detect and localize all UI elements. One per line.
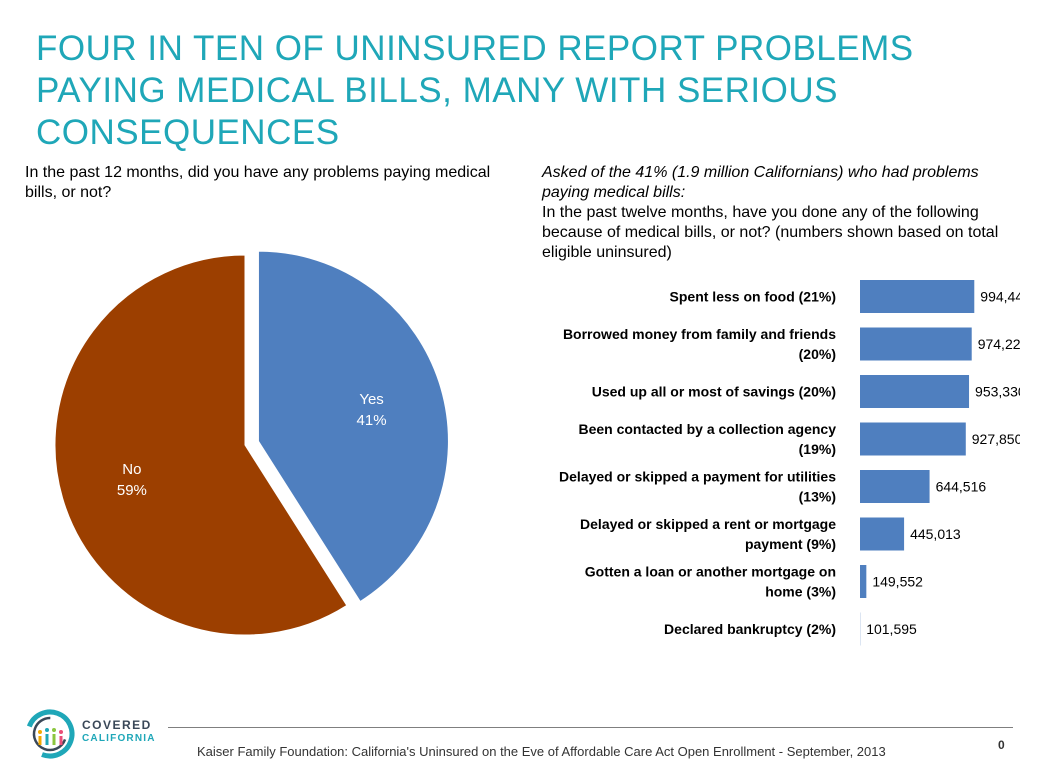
bar-value-label: 994,449 — [980, 289, 1020, 305]
bar-category-label: Been contacted by a collection agency (19… — [578, 421, 836, 457]
bar-question-text: In the past twelve months, have you done… — [542, 204, 999, 261]
pie-slice-yes-name: Yes — [359, 391, 383, 408]
logo-text: COVERED CALIFORNIA — [82, 718, 156, 746]
pie-question: In the past 12 months, did you have any … — [25, 164, 491, 201]
bar-value-label: 445,013 — [910, 526, 961, 542]
bar-6 — [860, 565, 867, 598]
bar-category-label: Declared bankruptcy (2%) — [664, 621, 836, 637]
page-title: FOUR IN TEN OF UNINSURED REPORT PROBLEMS… — [36, 29, 914, 152]
bar-3 — [860, 422, 966, 456]
bar-value-label: 101,595 — [866, 621, 917, 637]
bar-value-label: 149,552 — [872, 574, 923, 590]
logo-ring-icon — [25, 709, 75, 759]
bar-value-label: 953,330 — [975, 384, 1020, 400]
logo-line2: CALIFORNIA — [82, 733, 156, 744]
bar-4 — [860, 470, 930, 503]
pie-slice-no-percent: 59% — [117, 482, 147, 499]
pie-slice-yes — [257, 250, 449, 603]
bar-category-label: Borrowed money from family and friends (2… — [563, 326, 836, 362]
source-citation: Kaiser Family Foundation: California's U… — [197, 744, 886, 759]
bar-category-label: Used up all or most of savings (20%) — [592, 384, 836, 400]
pie-slice-yes-percent: 41% — [357, 412, 387, 429]
bar-category-label: Delayed or skipped a rent or mortgage pay… — [580, 516, 836, 552]
bar-question-intro: Asked of the 41% (1.9 million California… — [542, 164, 979, 201]
bar-chart: Spent less on food (21%) 994,449 Borrowed … — [559, 280, 1020, 646]
footer-divider — [168, 727, 1013, 728]
pie-slice-no-name: No — [122, 461, 141, 478]
bar-category-label: Delayed or skipped a payment for utiliti… — [559, 469, 836, 505]
bar-question: Asked of the 41% (1.9 million California… — [542, 163, 1012, 263]
bar-1 — [860, 327, 972, 361]
bar-value-label: 644,516 — [936, 479, 987, 495]
bar-value-label: 974,229 — [978, 336, 1020, 352]
bar-category-label: Spent less on food (21%) — [670, 289, 836, 305]
bar-value-label: 927,850 — [972, 431, 1020, 447]
covered-california-logo — [25, 709, 75, 759]
logo-line1: COVERED — [82, 718, 152, 732]
bar-0 — [860, 280, 975, 313]
page-number: 0 — [998, 738, 1005, 752]
bar-5 — [860, 517, 905, 551]
bar-category-label: Gotten a loan or another mortgage on home… — [585, 564, 836, 600]
pie-chart: Yes 41% No 59% — [54, 250, 449, 636]
bar-2 — [860, 375, 970, 408]
pie-slice-no — [54, 254, 348, 636]
